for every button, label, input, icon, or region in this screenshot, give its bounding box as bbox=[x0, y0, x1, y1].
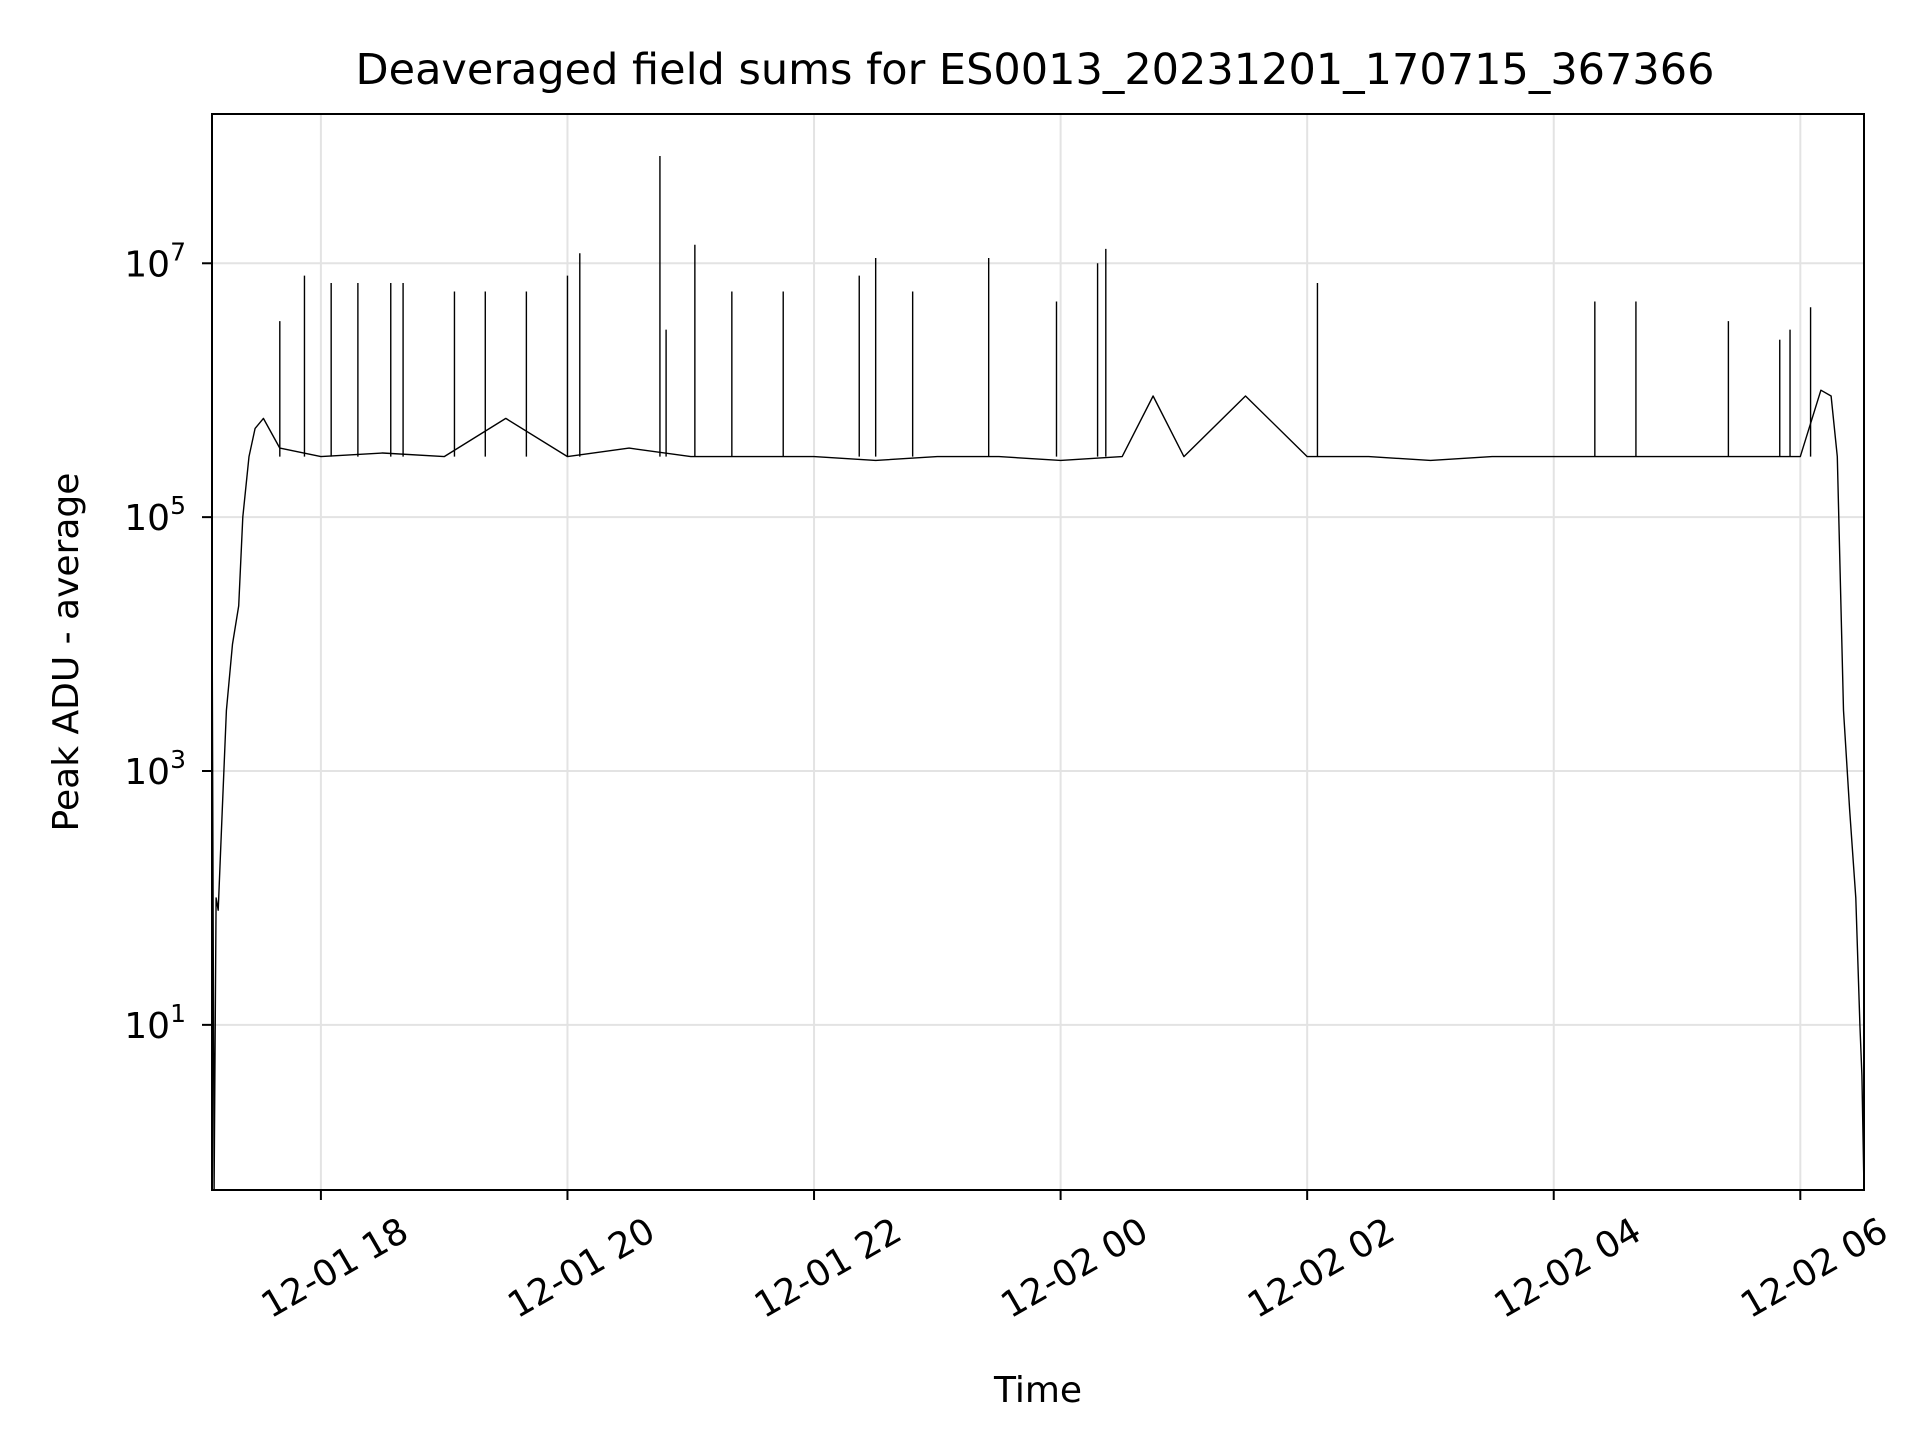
chart-title: Deaveraged field sums for ES0013_2023120… bbox=[356, 45, 1715, 95]
grid-lines bbox=[212, 114, 1864, 1190]
y-tick-base: 10 bbox=[124, 1006, 170, 1047]
y-tick-exponent: 3 bbox=[170, 745, 186, 774]
y-tick-exponent: 5 bbox=[170, 491, 186, 520]
y-tick-base: 10 bbox=[124, 752, 170, 793]
y-tick-label: 101 bbox=[124, 999, 186, 1047]
plot-frame bbox=[211, 113, 1865, 1191]
y-axis-label: Peak ADU - average bbox=[46, 473, 87, 832]
y-tick-label: 103 bbox=[124, 745, 186, 793]
y-tick-base: 10 bbox=[124, 244, 170, 285]
y-tick-label: 107 bbox=[124, 237, 186, 285]
y-tick-exponent: 7 bbox=[170, 237, 186, 266]
x-axis-label: Time bbox=[993, 1370, 1082, 1411]
y-tick-exponent: 1 bbox=[170, 999, 186, 1028]
series-line bbox=[211, 389, 1865, 1191]
data-series bbox=[211, 156, 1865, 1191]
y-tick-base: 10 bbox=[124, 498, 170, 539]
y-tick-label: 105 bbox=[124, 491, 186, 539]
